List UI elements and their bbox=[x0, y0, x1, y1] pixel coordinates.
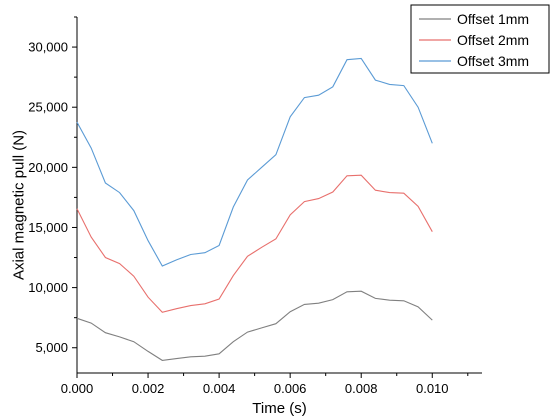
series-line-3 bbox=[76, 57, 433, 267]
x-tick-label: 0.008 bbox=[345, 381, 378, 396]
axes: 5,000 10,000 15,000 20,000 25,000 30,000 0.00… bbox=[28, 16, 482, 396]
y-tick-label: 15,000 bbox=[28, 220, 68, 235]
y-axis-title: Axial magnetic pull (N) bbox=[10, 130, 27, 280]
x-tick-label: 0.010 bbox=[416, 381, 449, 396]
series-group bbox=[76, 57, 433, 361]
x-tick-label: 0.000 bbox=[61, 381, 94, 396]
legend-label: Offset 3mm bbox=[457, 53, 529, 69]
y-tick-label: 30,000 bbox=[28, 40, 68, 55]
y-tick-label: 10,000 bbox=[28, 280, 68, 295]
legend-label: Offset 1mm bbox=[457, 11, 529, 27]
x-axis-ticks: 0.000 0.002 0.004 0.006 0.008 0.010 bbox=[61, 373, 469, 396]
legend: Offset 1mm Offset 2mm Offset 3mm bbox=[410, 4, 550, 74]
legend-box bbox=[410, 4, 550, 74]
x-axis-title: Time (s) bbox=[252, 400, 306, 417]
y-tick-label: 20,000 bbox=[28, 160, 68, 175]
legend-label: Offset 2mm bbox=[457, 32, 529, 48]
y-tick-label: 5,000 bbox=[35, 340, 68, 355]
y-axis-ticks: 5,000 10,000 15,000 20,000 25,000 30,000 bbox=[28, 16, 77, 355]
y-tick-label: 25,000 bbox=[28, 100, 68, 115]
x-tick-label: 0.002 bbox=[132, 381, 165, 396]
series-line-2 bbox=[76, 174, 433, 313]
x-tick-label: 0.006 bbox=[274, 381, 307, 396]
series-line-1 bbox=[76, 290, 433, 361]
x-tick-label: 0.004 bbox=[203, 381, 236, 396]
